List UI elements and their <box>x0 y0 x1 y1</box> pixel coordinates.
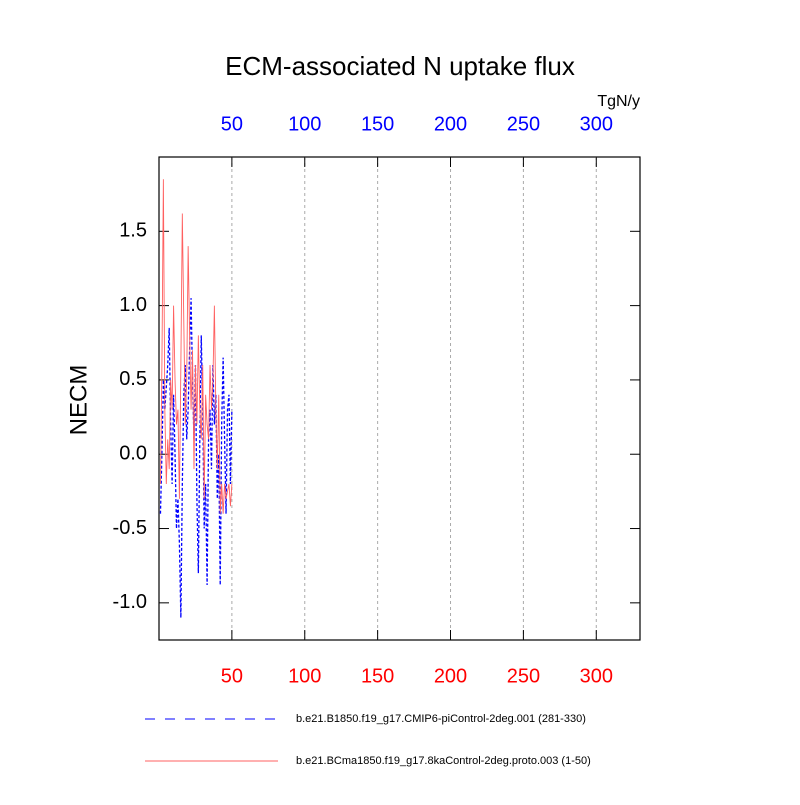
y-tick-label: 0.0 <box>119 443 147 465</box>
x-tick-label-bottom: 150 <box>361 665 394 687</box>
x-tick-label-top: 100 <box>288 113 321 135</box>
legend-label: b.e21.B1850.f19_g17.CMIP6-piControl-2deg… <box>296 713 586 725</box>
series-line <box>159 298 233 618</box>
y-tick-label: 1.0 <box>119 294 147 316</box>
legend-label: b.e21.BCma1850.f19_g17.8kaControl-2deg.p… <box>296 755 591 767</box>
x-tick-label-bottom: 250 <box>507 665 540 687</box>
x-tick-label-bottom: 100 <box>288 665 321 687</box>
x-tick-label-top: 150 <box>361 113 394 135</box>
y-tick-label: -0.5 <box>113 517 147 539</box>
y-tick-label: 1.5 <box>119 220 147 242</box>
x-tick-label-top: 50 <box>221 113 243 135</box>
x-tick-label-bottom: 300 <box>580 665 613 687</box>
y-axis-label: NECM <box>65 365 92 436</box>
y-tick-label: 0.5 <box>119 368 147 390</box>
x-tick-label-bottom: 50 <box>221 665 243 687</box>
x-tick-label-top: 300 <box>580 113 613 135</box>
plot-frame <box>158 156 641 641</box>
x-tick-label-top: 200 <box>434 113 467 135</box>
top-axis-label: TgN/y <box>597 93 640 110</box>
y-tick-label: -1.0 <box>113 591 147 613</box>
x-tick-label-top: 250 <box>507 113 540 135</box>
chart-title: ECM-associated N uptake flux <box>225 51 575 81</box>
series-line <box>160 179 233 514</box>
x-tick-label-bottom: 200 <box>434 665 467 687</box>
